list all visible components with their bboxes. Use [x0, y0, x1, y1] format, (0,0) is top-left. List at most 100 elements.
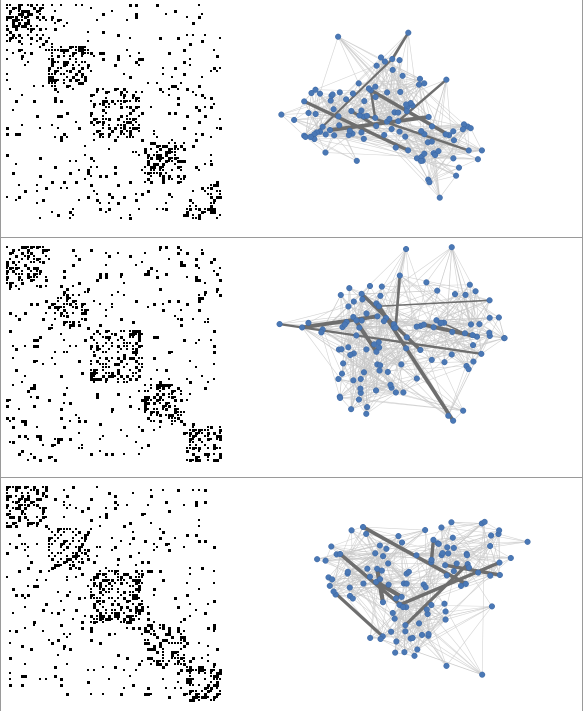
- matrix-cell: [123, 357, 126, 360]
- matrix-cell: [153, 543, 155, 545]
- matrix-cell: [180, 249, 182, 251]
- matrix-cell: [189, 205, 191, 207]
- matrix-cell: [156, 276, 159, 279]
- matrix-cell: [54, 306, 57, 309]
- network-node: [301, 99, 307, 105]
- matrix-cell: [180, 639, 182, 641]
- matrix-cell: [45, 525, 48, 528]
- matrix-cell: [99, 591, 102, 594]
- matrix-cell: [150, 106, 152, 108]
- matrix-cell: [198, 489, 200, 491]
- matrix-cell: [39, 19, 41, 21]
- matrix-cell: [156, 384, 159, 387]
- network-node: [479, 351, 485, 357]
- matrix-cell: [84, 52, 86, 54]
- matrix-cell: [156, 651, 159, 654]
- matrix-cell: [54, 70, 57, 73]
- matrix-cell: [123, 687, 125, 689]
- matrix-cell: [18, 40, 21, 43]
- matrix-cell: [66, 387, 68, 389]
- matrix-cell: [33, 28, 35, 30]
- matrix-cell: [75, 121, 77, 123]
- matrix-cell: [135, 61, 138, 64]
- matrix-cell: [204, 669, 206, 671]
- matrix-cell: [51, 543, 53, 545]
- matrix-cell: [36, 426, 38, 428]
- matrix-cell: [171, 139, 173, 141]
- matrix-cell: [189, 435, 191, 437]
- matrix-cell: [18, 507, 21, 510]
- matrix-cell: [21, 13, 24, 16]
- matrix-cell: [117, 118, 120, 121]
- matrix-cell: [102, 133, 104, 135]
- matrix-cell: [171, 196, 173, 198]
- network-node: [336, 114, 342, 120]
- matrix-cell: [201, 696, 204, 699]
- matrix-cell: [81, 55, 83, 57]
- matrix-cell: [63, 315, 65, 317]
- matrix-cell: [186, 432, 188, 434]
- matrix-cell: [90, 7, 92, 9]
- matrix-cell: [102, 606, 104, 608]
- matrix-cell: [9, 40, 11, 42]
- matrix-cell: [165, 402, 168, 405]
- matrix-cell: [165, 543, 168, 546]
- matrix-cell: [192, 190, 194, 192]
- matrix-cell: [96, 330, 99, 333]
- matrix-cell: [93, 381, 95, 383]
- matrix-cell: [90, 639, 93, 642]
- matrix-cell: [48, 540, 50, 542]
- matrix-cell: [33, 100, 36, 103]
- matrix-cell: [18, 318, 21, 321]
- matrix-cell: [45, 285, 47, 287]
- matrix-cell: [90, 157, 93, 160]
- matrix-cell: [102, 103, 105, 106]
- matrix-cell: [9, 684, 12, 687]
- matrix-cell: [171, 160, 173, 162]
- matrix-cell: [204, 211, 206, 213]
- matrix-cell: [48, 555, 50, 557]
- matrix-cell: [135, 579, 138, 582]
- matrix-cell: [132, 136, 134, 138]
- matrix-cell: [111, 411, 113, 413]
- matrix-cell: [219, 693, 221, 695]
- matrix-cell: [69, 543, 71, 545]
- matrix-cell: [147, 618, 150, 621]
- matrix-cell: [132, 585, 134, 587]
- network-node: [354, 158, 360, 164]
- matrix-cell: [18, 408, 20, 410]
- matrix-cell: [135, 193, 137, 195]
- matrix-cell: [90, 166, 92, 168]
- matrix-cell: [123, 127, 126, 130]
- matrix-cell: [216, 459, 219, 462]
- matrix-cell: [174, 537, 176, 539]
- matrix-cell: [168, 414, 171, 417]
- matrix-cell: [39, 13, 41, 15]
- matrix-cell: [183, 645, 186, 648]
- matrix-cell: [135, 669, 137, 671]
- matrix-cell: [129, 214, 131, 216]
- network-node: [349, 528, 355, 534]
- matrix-cell: [96, 130, 99, 133]
- matrix-cell: [18, 10, 20, 12]
- matrix-cell: [213, 546, 216, 549]
- matrix-cell: [219, 453, 222, 456]
- matrix-cell: [114, 612, 117, 615]
- matrix-cell: [195, 432, 198, 435]
- matrix-cell: [150, 648, 153, 651]
- matrix-cell: [189, 603, 191, 605]
- network-node: [381, 132, 387, 138]
- matrix-cell: [117, 363, 120, 366]
- matrix-cell: [99, 348, 101, 350]
- matrix-cell: [114, 363, 117, 366]
- matrix-cell: [132, 151, 134, 153]
- matrix-cell: [18, 276, 21, 279]
- network-node: [389, 126, 395, 132]
- network-node: [397, 57, 403, 63]
- network-node: [347, 352, 353, 358]
- matrix-cell: [93, 597, 95, 599]
- matrix-cell: [72, 300, 75, 303]
- matrix-cell: [162, 648, 164, 650]
- matrix-cell: [183, 49, 186, 52]
- matrix-cell: [60, 19, 62, 21]
